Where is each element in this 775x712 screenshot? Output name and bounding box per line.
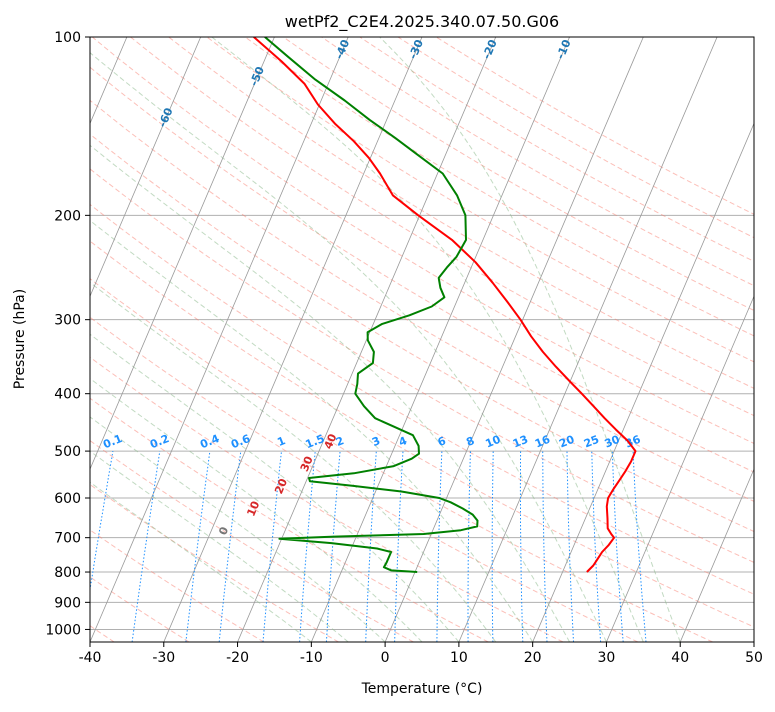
y-tick-label: 100	[54, 30, 81, 46]
x-tick-label: -40	[79, 650, 102, 666]
x-tick-label: 30	[598, 650, 616, 666]
y-tick-label: 800	[54, 565, 81, 581]
x-tick-label: -10	[300, 650, 323, 666]
chart-title: wetPf2_C2E4.2025.340.07.50.G06	[285, 12, 559, 32]
y-tick-label: 700	[54, 531, 81, 547]
y-tick-label: 500	[54, 444, 81, 460]
x-tick-label: 0	[381, 650, 390, 666]
x-axis-label: Temperature (°C)	[361, 681, 483, 697]
y-tick-label: 600	[54, 491, 81, 507]
y-tick-label: 200	[54, 208, 81, 224]
x-tick-label: -30	[152, 650, 175, 666]
x-tick-label: 40	[671, 650, 689, 666]
x-tick-label: 20	[524, 650, 542, 666]
y-tick-label: 900	[54, 595, 81, 611]
y-tick-label: 400	[54, 387, 81, 403]
y-axis-label: Pressure (hPa)	[12, 289, 28, 389]
y-tick-label: 300	[54, 313, 81, 329]
y-tick-label: 1000	[45, 622, 81, 638]
x-tick-label: 50	[745, 650, 763, 666]
x-tick-label: 10	[450, 650, 468, 666]
x-tick-label: -20	[226, 650, 249, 666]
